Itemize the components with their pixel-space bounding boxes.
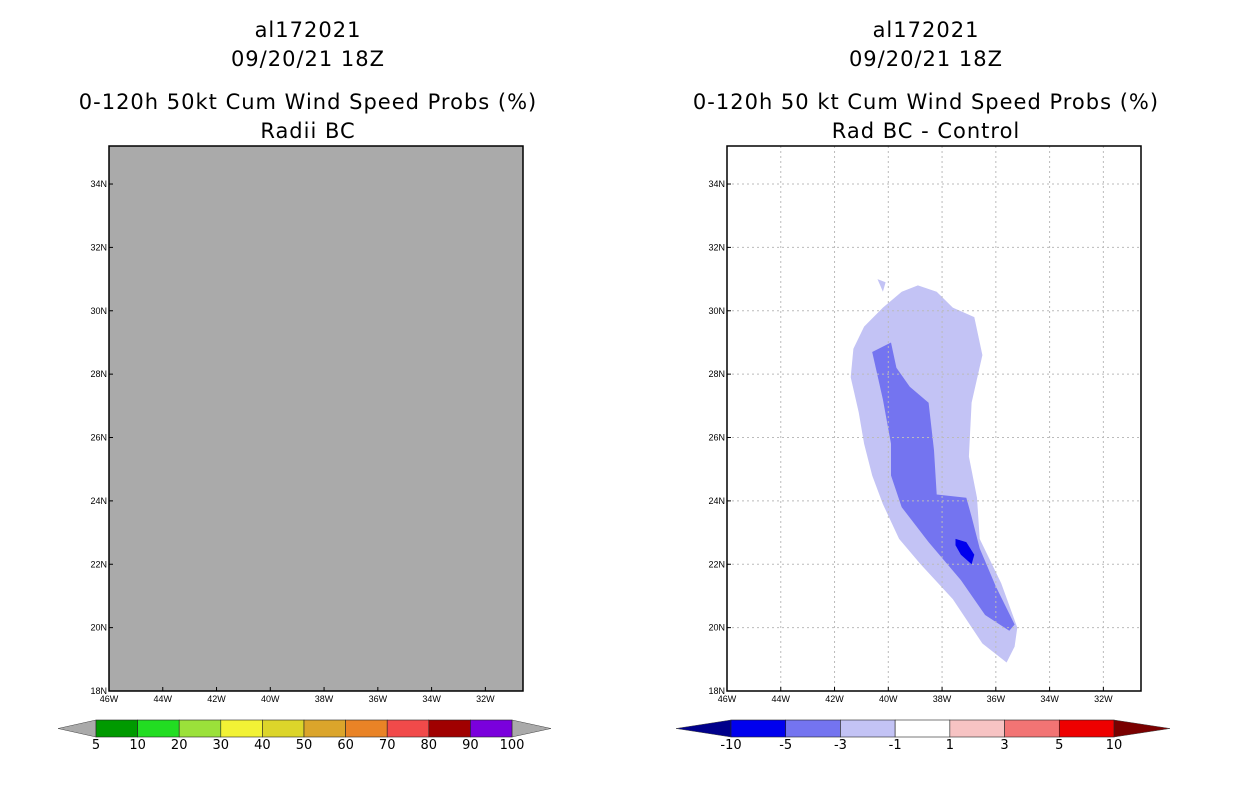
right-colorbar-label-5: 3 <box>1000 738 1008 753</box>
left-xtick-label-32W: 32W <box>476 694 495 704</box>
right-title-line4: Rad BC - Control <box>831 119 1021 143</box>
left-title-line3: 0-120h 50kt Cum Wind Speed Probs (%) <box>78 90 538 114</box>
right-xtick-label-40W: 40W <box>879 694 898 704</box>
right-contour-1 <box>872 342 1015 631</box>
left-colorbar-label-3: 30 <box>213 738 230 753</box>
left-ytick-label-22N: 22N <box>90 559 107 569</box>
left-colorbar-label-4: 40 <box>254 738 271 753</box>
left-colorbar-box-7 <box>386 719 430 738</box>
right-colorbar-label-4: 1 <box>946 738 954 753</box>
left-colorbar-box-5 <box>303 719 346 738</box>
right-title-line3: 0-120h 50 kt Cum Wind Speed Probs (%) <box>692 90 1160 114</box>
left-title-line1: al172021 <box>254 18 362 42</box>
right-colorbar-label-7: 10 <box>1106 738 1123 753</box>
right-colorbar-box-3 <box>894 719 951 738</box>
right-xtick-label-46W: 46W <box>718 694 737 704</box>
left-ytick-label-20N: 20N <box>90 623 107 633</box>
left-xtick-label-38W: 38W <box>315 694 334 704</box>
right-colorbar-box-1 <box>785 719 841 738</box>
left-colorbar-label-2: 20 <box>171 738 188 753</box>
right-colorbar-box-5 <box>1004 719 1060 738</box>
right-map-frame <box>726 145 1142 692</box>
right-colorbar-box-0 <box>730 719 787 738</box>
right-colorbar-high-arrow <box>1113 719 1171 738</box>
right-colorbar-label-2: -3 <box>834 738 847 753</box>
right-colorbar-label-0: -10 <box>720 738 741 753</box>
left-colorbar-label-8: 80 <box>421 738 438 753</box>
left-colorbar-label-10: 100 <box>500 738 525 753</box>
left-xtick-label-46W: 46W <box>100 694 119 704</box>
left-ytick-label-24N: 24N <box>90 496 107 506</box>
right-contour-2 <box>955 538 975 565</box>
left-title-line2: 09/20/21 18Z <box>230 47 386 71</box>
right-ytick-label-28N: 28N <box>708 369 725 379</box>
right-colorbar-box-6 <box>1058 719 1115 738</box>
left-map-frame <box>108 145 524 692</box>
left-colorbar-low-arrow <box>57 719 97 738</box>
left-map-fill <box>109 146 523 691</box>
right-ytick-label-18N: 18N <box>708 686 725 696</box>
left-colorbar-box-2 <box>178 719 222 738</box>
right-colorbar-label-6: 5 <box>1055 738 1063 753</box>
left-colorbar-label-0: 5 <box>92 738 100 753</box>
left-colorbar-box-1 <box>137 719 180 738</box>
right-ytick-label-24N: 24N <box>708 496 725 506</box>
right-xtick-label-34W: 34W <box>1040 694 1059 704</box>
left-colorbar-high-arrow <box>511 719 552 738</box>
right-colorbar-label-1: -5 <box>779 738 792 753</box>
left-colorbar-label-1: 10 <box>129 738 146 753</box>
left-colorbar-label-9: 90 <box>462 738 479 753</box>
left-colorbar-box-4 <box>262 719 305 738</box>
left-colorbar-label-5: 50 <box>296 738 313 753</box>
right-xtick-label-36W: 36W <box>987 694 1006 704</box>
right-ytick-label-34N: 34N <box>708 179 725 189</box>
left-ytick-label-28N: 28N <box>90 369 107 379</box>
right-ytick-label-32N: 32N <box>708 242 725 252</box>
left-xtick-label-40W: 40W <box>261 694 280 704</box>
left-colorbar-box-8 <box>428 719 471 738</box>
left-colorbar-box-6 <box>345 719 388 738</box>
left-ytick-label-26N: 26N <box>90 433 107 443</box>
right-xtick-label-44W: 44W <box>772 694 791 704</box>
right-contour-3 <box>877 279 886 292</box>
left-colorbar-label-6: 60 <box>337 738 354 753</box>
left-title-line4: Radii BC <box>260 119 356 143</box>
right-title-line2: 09/20/21 18Z <box>848 47 1004 71</box>
left-ytick-label-30N: 30N <box>90 306 107 316</box>
left-xtick-label-36W: 36W <box>369 694 388 704</box>
left-colorbar-box-9 <box>470 719 513 738</box>
right-ytick-label-30N: 30N <box>708 306 725 316</box>
left-colorbar-box-0 <box>95 719 138 738</box>
right-xtick-label-42W: 42W <box>825 694 844 704</box>
left-colorbar-label-7: 70 <box>379 738 396 753</box>
left-colorbar-box-3 <box>220 719 263 738</box>
right-colorbar-label-3: -1 <box>889 738 902 753</box>
left-ytick-label-34N: 34N <box>90 179 107 189</box>
left-ytick-label-18N: 18N <box>90 686 107 696</box>
right-colorbar-box-4 <box>949 719 1005 738</box>
left-xtick-label-42W: 42W <box>207 694 226 704</box>
left-xtick-label-34W: 34W <box>422 694 441 704</box>
left-xtick-label-44W: 44W <box>154 694 173 704</box>
right-title-line1: al172021 <box>872 18 980 42</box>
right-colorbar-low-arrow <box>675 719 732 738</box>
right-xtick-label-38W: 38W <box>933 694 952 704</box>
left-ytick-label-32N: 32N <box>90 242 107 252</box>
right-ytick-label-20N: 20N <box>708 623 725 633</box>
right-colorbar-box-2 <box>840 719 896 738</box>
right-ytick-label-26N: 26N <box>708 433 725 443</box>
right-ytick-label-22N: 22N <box>708 559 725 569</box>
right-xtick-label-32W: 32W <box>1094 694 1113 704</box>
